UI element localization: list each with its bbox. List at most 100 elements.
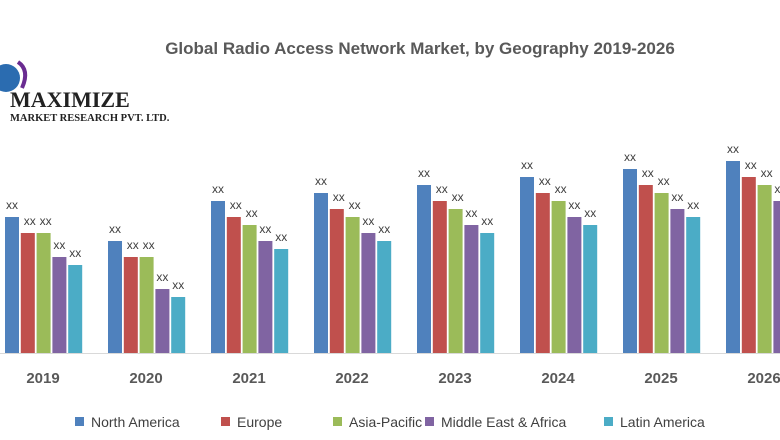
bar-2020-1 — [123, 257, 138, 353]
data-label: xx — [246, 206, 258, 220]
bar-2024-0 — [520, 177, 534, 353]
bar-2019-1 — [20, 233, 35, 353]
logo: MAXIMIZE MARKET RESEARCH PVT. LTD. — [0, 60, 170, 124]
bar-2020-0 — [108, 241, 122, 353]
bar-2022-4 — [377, 241, 392, 353]
data-label: xx — [127, 238, 139, 252]
bar-2025-0 — [623, 169, 637, 353]
data-label: xx — [521, 158, 533, 172]
bar-2022-2 — [345, 217, 360, 353]
data-label: xx — [362, 214, 374, 228]
bar-2026-0 — [726, 161, 740, 353]
data-label: xx — [40, 214, 52, 228]
data-label: xx — [156, 270, 168, 284]
data-label: xx — [761, 166, 773, 180]
bar-2024-3 — [567, 217, 582, 353]
data-label: xx — [642, 166, 654, 180]
bar-2021-1 — [226, 217, 241, 353]
bar-2023-3 — [464, 225, 479, 353]
data-label: xx — [315, 174, 327, 188]
data-label: xx — [6, 198, 18, 212]
bar-2021-2 — [242, 225, 257, 353]
data-label: xx — [349, 198, 361, 212]
data-label: xx — [671, 190, 683, 204]
data-label: xx — [69, 246, 81, 260]
x-tick-label: 2023 — [438, 370, 471, 387]
bar-2026-3 — [773, 201, 780, 353]
x-tick-label: 2026 — [747, 370, 780, 387]
bar-2019-2 — [36, 233, 51, 353]
legend-swatch — [221, 417, 230, 426]
data-label: xx — [745, 158, 757, 172]
bar-2021-3 — [258, 241, 273, 353]
bar-2019-4 — [68, 265, 83, 353]
data-label: xx — [584, 206, 596, 220]
x-tick-label: 2024 — [541, 370, 575, 387]
logo-name: MAXIMIZE — [10, 87, 130, 112]
bar-2020-4 — [171, 297, 186, 353]
bar-2019-3 — [52, 257, 67, 353]
bar-2025-1 — [638, 185, 653, 353]
x-tick-label: 2022 — [335, 370, 368, 387]
bar-2022-0 — [314, 193, 328, 353]
legend-label: North America — [91, 414, 180, 430]
data-label: xx — [333, 190, 345, 204]
bar-2022-3 — [361, 233, 376, 353]
globe-icon — [0, 64, 20, 92]
data-label: xx — [465, 206, 477, 220]
swoosh-icon — [16, 60, 28, 89]
data-label: xx — [568, 198, 580, 212]
data-label: xx — [172, 278, 184, 292]
data-label: xx — [452, 190, 464, 204]
data-label: xx — [727, 142, 739, 156]
logo-subtitle: MARKET RESEARCH PVT. LTD. — [10, 113, 170, 124]
legend-label: Latin America — [620, 414, 705, 430]
data-label: xx — [774, 182, 780, 196]
bar-2025-2 — [654, 193, 669, 353]
bar-2022-1 — [329, 209, 344, 353]
legend-label: Asia-Pacific — [349, 414, 422, 430]
bar-2019-0 — [5, 217, 19, 353]
bar-2021-0 — [211, 201, 225, 353]
x-tick-label: 2025 — [644, 370, 677, 387]
data-label: xx — [24, 214, 36, 228]
data-label: xx — [418, 166, 430, 180]
legend-label: Middle East & Africa — [441, 414, 566, 430]
data-label: xx — [143, 238, 155, 252]
data-label: xx — [481, 214, 493, 228]
data-label: xx — [109, 222, 121, 236]
data-label: xx — [539, 174, 551, 188]
bar-2024-2 — [551, 201, 566, 353]
data-label: xx — [658, 174, 670, 188]
bar-2021-4 — [274, 249, 289, 353]
data-label: xx — [53, 238, 65, 252]
legend-swatch — [333, 417, 342, 426]
bar-2020-3 — [155, 289, 170, 353]
x-tick-label: 2021 — [232, 370, 265, 387]
data-label: xx — [555, 182, 567, 196]
data-label: xx — [259, 222, 271, 236]
bar-2023-2 — [448, 209, 463, 353]
legend-swatch — [75, 417, 84, 426]
data-label: xx — [275, 230, 287, 244]
data-label: xx — [230, 198, 242, 212]
bar-2024-1 — [535, 193, 550, 353]
bar-2020-2 — [139, 257, 154, 353]
bar-2026-1 — [741, 177, 756, 353]
legend-label: Europe — [237, 414, 282, 430]
bar-2026-2 — [757, 185, 772, 353]
bar-2025-3 — [670, 209, 685, 353]
chart-title: Global Radio Access Network Market, by G… — [165, 39, 675, 58]
data-label: xx — [212, 182, 224, 196]
data-label: xx — [687, 198, 699, 212]
x-tick-label: 2019 — [26, 370, 59, 387]
bar-2024-4 — [583, 225, 598, 353]
legend-swatch — [425, 417, 434, 426]
bar-2023-1 — [432, 201, 447, 353]
bar-2023-4 — [480, 233, 495, 353]
bar-2025-4 — [686, 217, 701, 353]
data-label: xx — [436, 182, 448, 196]
x-tick-label: 2020 — [129, 370, 162, 387]
